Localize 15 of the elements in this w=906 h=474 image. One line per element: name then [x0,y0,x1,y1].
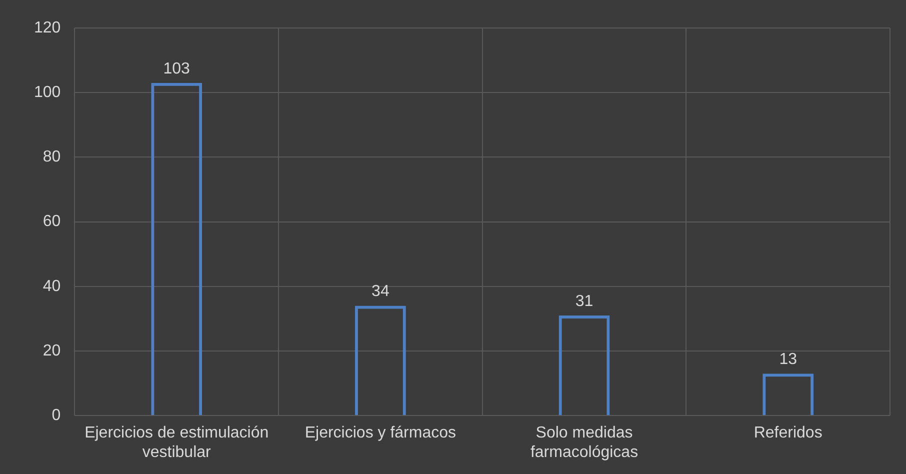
y-tick-label: 0 [52,407,61,424]
x-tick-label: Ejercicios y fármacos [304,424,456,442]
data-label: 34 [372,283,390,300]
y-tick-label: 80 [42,148,61,166]
data-label: 103 [163,60,190,78]
y-tick-label: 100 [34,84,61,102]
x-tick-label: Referidos [754,424,822,442]
y-tick-label: 60 [42,213,61,230]
y-tick-label: 40 [42,278,61,295]
data-label: 31 [575,292,594,310]
data-label: 13 [779,351,798,368]
y-tick-label: 20 [42,342,61,360]
y-tick-label: 120 [34,19,61,36]
x-tick-label: Ejercicios de estimulación vestibular [84,424,269,461]
x-tick-label: Solo medidas farmacológicas [530,424,638,461]
